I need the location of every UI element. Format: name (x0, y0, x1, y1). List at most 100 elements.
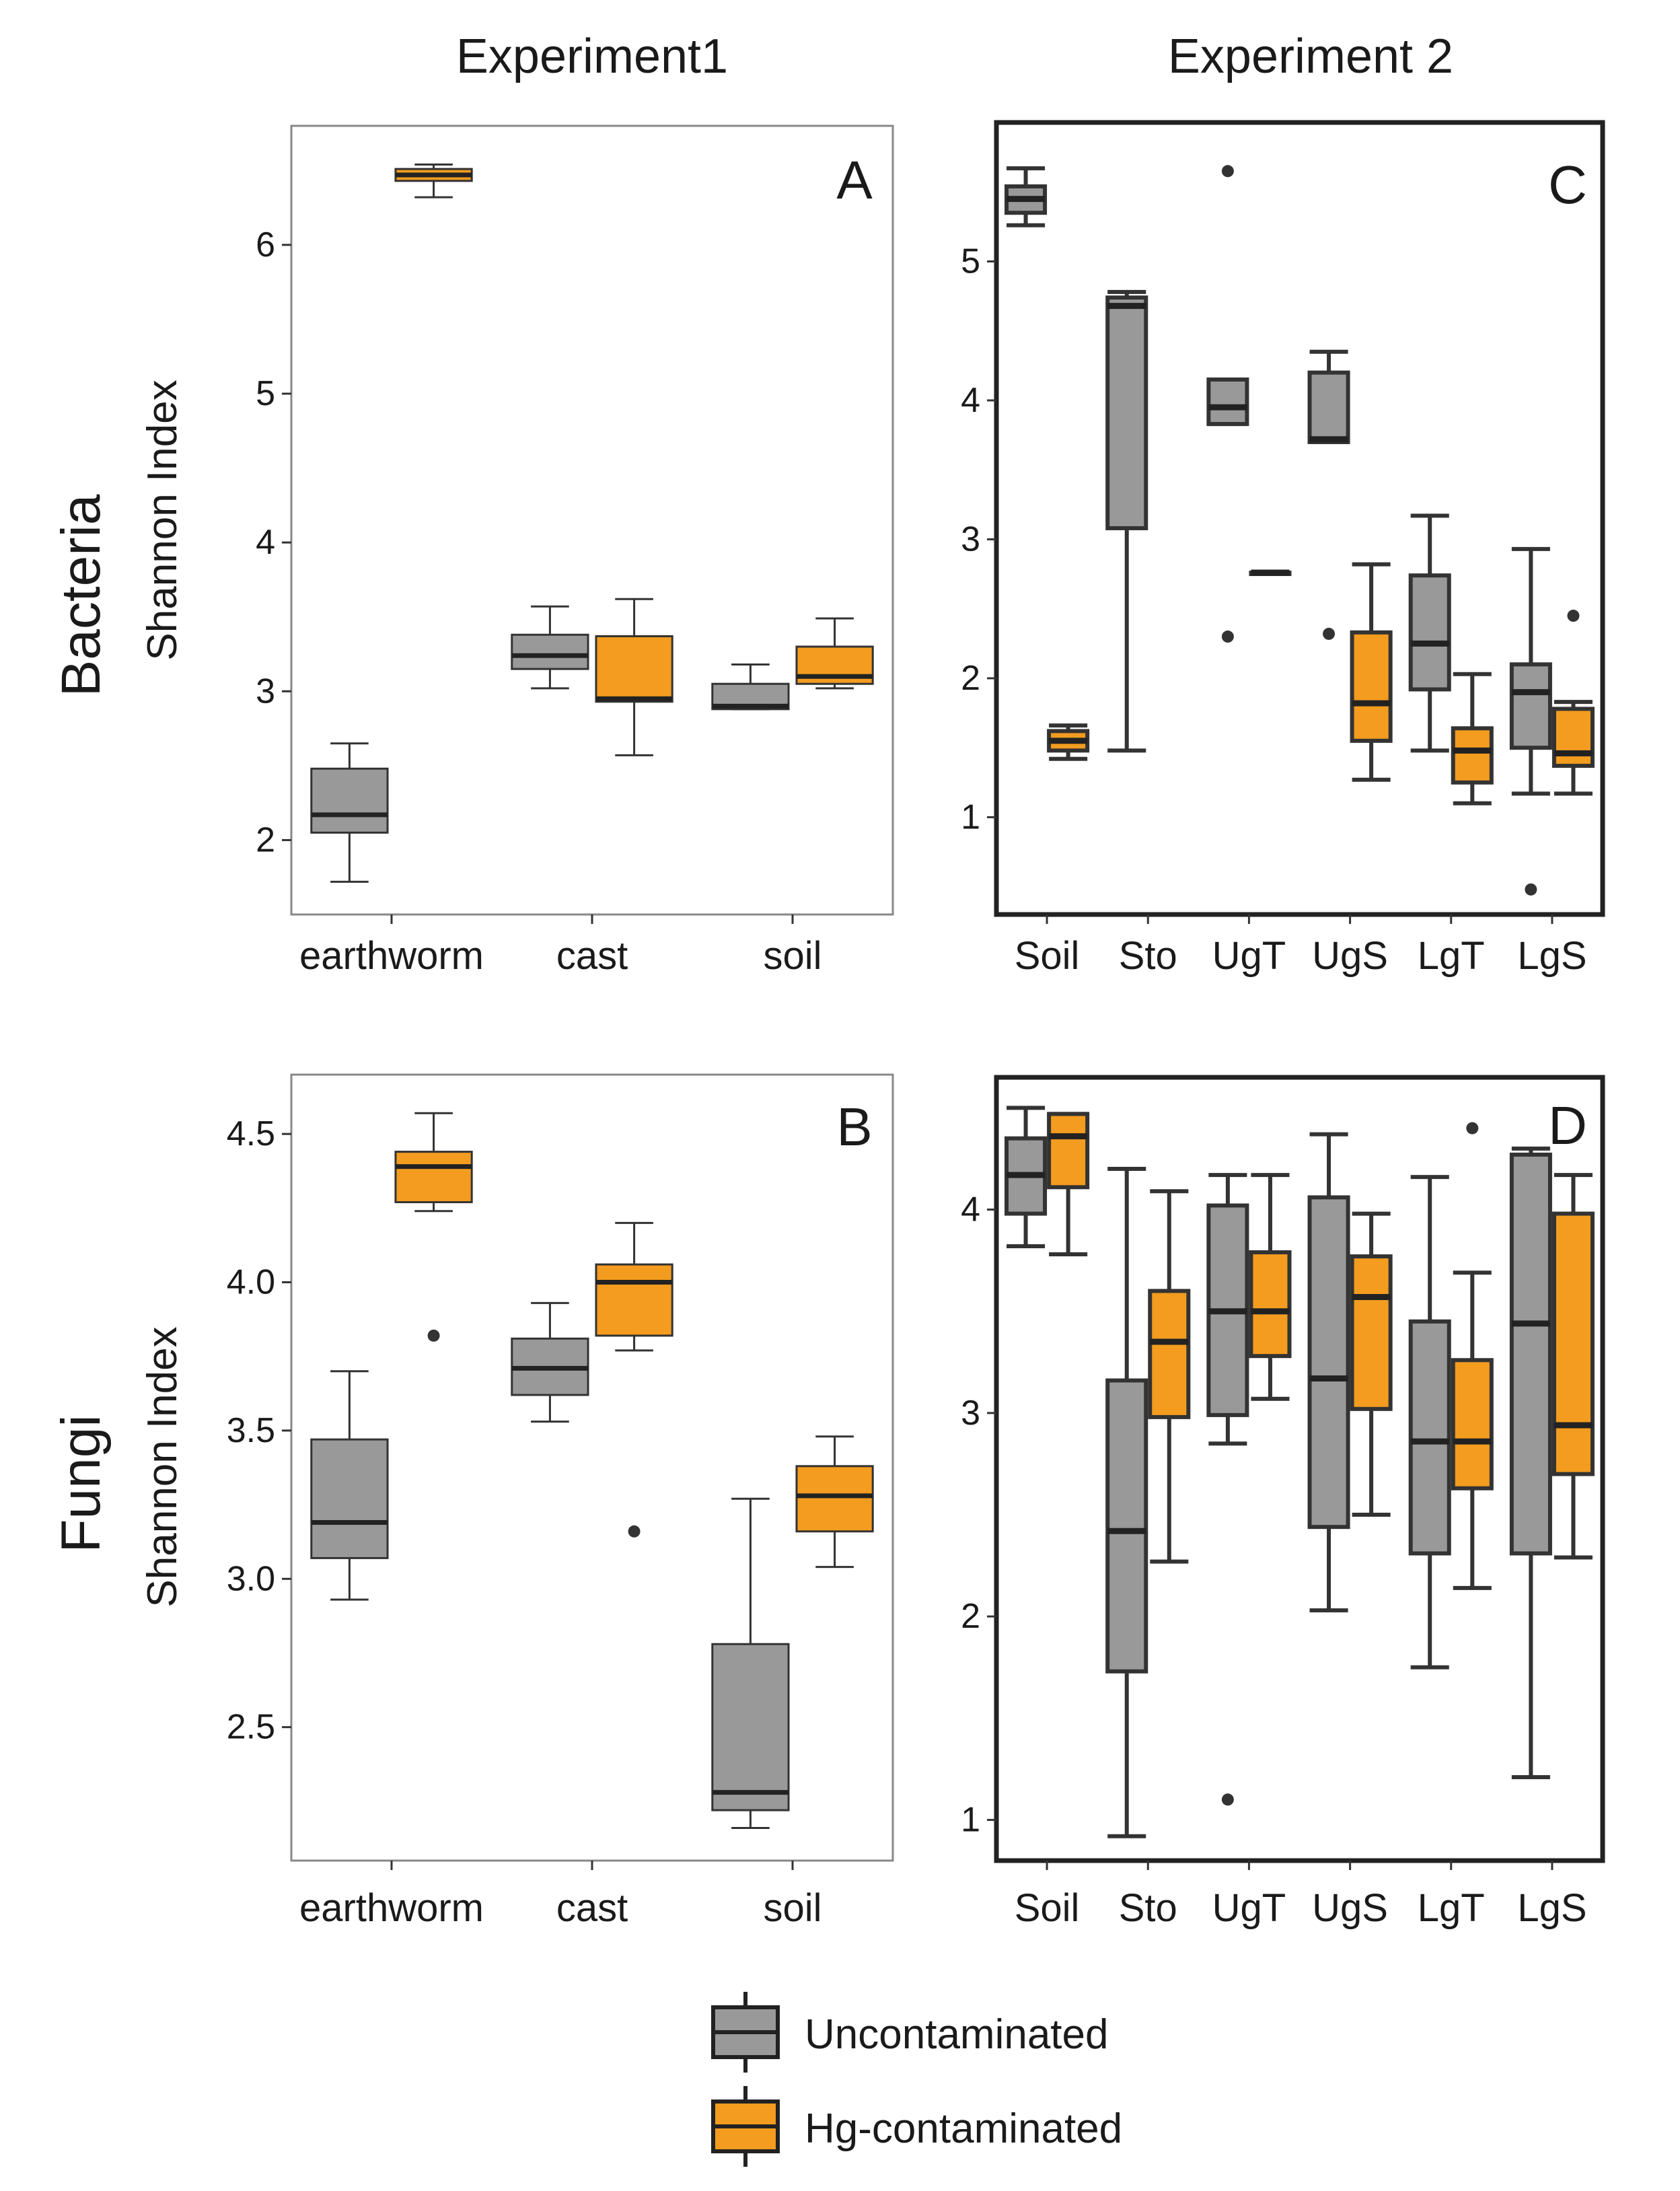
box-hg-soil (795, 1435, 874, 1569)
box-hg-lgs (1551, 1173, 1595, 1560)
y-tick-label: 2.5 (227, 1708, 275, 1747)
panel-label-c: C (1548, 155, 1587, 215)
panel-a: 2 3 4 5 6 earthworm cast soil A Shannon Index (139, 124, 894, 978)
box-uncontaminated-ugt (1206, 1173, 1249, 1806)
box-uncontaminated-sto (1105, 1167, 1148, 1838)
x-category-label: Soil (1015, 1886, 1080, 1930)
box-body (310, 767, 389, 834)
x-category-label: UgT (1212, 1886, 1286, 1930)
box-hg-cast (595, 1221, 673, 1538)
panel-c: 1 2 3 4 5 Soil Sto UgT UgS LgT LgS C (961, 120, 1605, 978)
box-uncontaminated-cast (511, 1301, 589, 1423)
row-title-fungi: Fungi (50, 1414, 112, 1552)
y-tick-label: 4.0 (227, 1263, 275, 1302)
plot-frame (994, 120, 1605, 917)
panel-label-d: D (1548, 1096, 1587, 1155)
box-hg-ugs (1350, 1211, 1393, 1517)
y-axis-title: Shannon Index (139, 1326, 186, 1607)
box-uncontaminated-soil (1005, 1106, 1048, 1248)
box-body (1105, 295, 1148, 530)
panel-label-a: A (836, 150, 873, 210)
box-hg-soil (795, 617, 874, 690)
box-hg-lgt (1451, 1122, 1494, 1590)
x-category-label: soil (763, 934, 821, 978)
box-uncontaminated-lgt (1408, 513, 1451, 753)
box-body (1105, 1378, 1148, 1674)
x-category-label: earthworm (299, 1886, 484, 1930)
y-tick-label: 4 (961, 1190, 980, 1229)
box-body (1551, 707, 1595, 768)
box-uncontaminated-soil (1005, 166, 1048, 227)
y-tick-label: 1 (961, 1801, 980, 1840)
box-body (1047, 1112, 1090, 1190)
box-uncontaminated-ugs (1307, 349, 1350, 640)
x-category-label: UgS (1312, 1886, 1388, 1930)
y-tick-label: 2 (961, 1597, 980, 1636)
outlier-point (1466, 1122, 1479, 1135)
y-tick-label: 3 (961, 1394, 980, 1433)
box-uncontaminated-earthworm (310, 1370, 389, 1601)
panel-b: 2.5 3.0 3.5 4.0 4.5 earthworm cast soil B Shannon… (139, 1073, 894, 1930)
box-body (1350, 1254, 1393, 1411)
y-tick-label: 3 (961, 519, 980, 559)
plot-frame (290, 1073, 894, 1862)
box-body (1350, 630, 1393, 743)
box-body (310, 1438, 389, 1559)
box-uncontaminated-soil (711, 1497, 790, 1830)
y-tick-label: 3.5 (227, 1411, 275, 1450)
box-body (1408, 573, 1451, 692)
x-category-label: LgT (1418, 1886, 1485, 1930)
y-tick-label: 2 (961, 659, 980, 698)
box-body (1509, 1152, 1552, 1556)
outlier-point (1567, 610, 1580, 622)
box-hg-lgs (1551, 610, 1595, 796)
box-uncontaminated-sto (1105, 289, 1148, 753)
box-body (1307, 1195, 1350, 1530)
box-body (1451, 726, 1494, 785)
y-tick-label: 1 (961, 797, 980, 836)
box-body (1206, 378, 1249, 427)
chart-layer: 2 3 4 5 6 earthworm cast soil A Shannon Index 1 2 3 4… (139, 120, 1605, 1930)
legend-uncontaminated-label: Uncontaminated (805, 2011, 1109, 2058)
box-hg-earthworm (394, 163, 473, 199)
outlier-point (1221, 165, 1234, 178)
plot-frame (994, 1075, 1605, 1863)
box-body (595, 1263, 673, 1337)
box-uncontaminated-cast (511, 605, 589, 690)
box-uncontaminated-lgs (1509, 1146, 1552, 1780)
x-category-label: cast (556, 1886, 628, 1930)
box-hg-ugt (1249, 1173, 1292, 1401)
box-uncontaminated-earthworm (310, 742, 389, 883)
box-body (1249, 1250, 1292, 1359)
y-tick-label: 3.0 (227, 1559, 275, 1598)
box-hg-sto (1148, 1189, 1191, 1564)
box-uncontaminated-soil (711, 663, 790, 711)
box-body (394, 1151, 473, 1204)
box-body (1148, 1289, 1191, 1419)
box-body (711, 1643, 790, 1811)
x-category-label: Soil (1015, 934, 1080, 978)
y-tick-label: 2 (256, 820, 275, 859)
x-category-label: LgT (1418, 934, 1485, 978)
x-category-label: earthworm (299, 934, 484, 978)
outlier-point (1525, 883, 1537, 896)
box-body (1307, 370, 1350, 444)
x-category-label: Sto (1119, 934, 1177, 978)
y-tick-label: 5 (961, 242, 980, 281)
box-body (1408, 1319, 1451, 1556)
box-body (1509, 662, 1552, 750)
legend-hg-label: Hg-contaminated (805, 2106, 1122, 2152)
box-hg-soil (1047, 723, 1090, 761)
x-category-label: Sto (1119, 1886, 1177, 1930)
box-hg-cast (595, 598, 673, 756)
x-category-label: LgS (1517, 1886, 1586, 1930)
box-body (511, 633, 589, 670)
outlier-point (427, 1329, 440, 1342)
panel-label-b: B (836, 1097, 872, 1157)
outlier-point (1323, 627, 1336, 640)
plot-frame (290, 124, 894, 916)
legend: Uncontaminated Hg-contaminated (711, 1992, 1122, 2167)
box-body (1451, 1358, 1494, 1490)
x-category-label: LgS (1517, 934, 1586, 978)
